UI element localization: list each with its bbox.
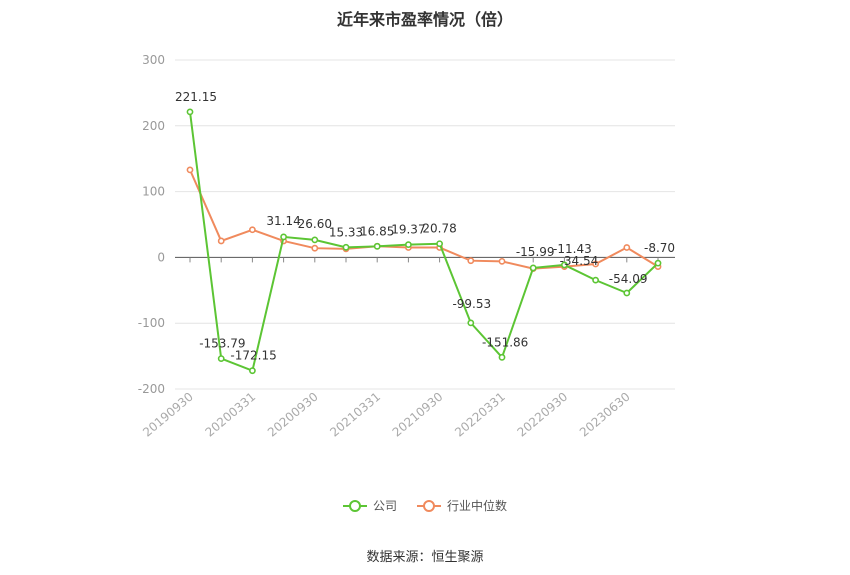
legend-line-marker <box>417 499 441 512</box>
data-point <box>280 233 287 241</box>
data-point <box>529 264 537 272</box>
data-label: -172.15 <box>230 349 276 363</box>
y-tick-label: -200 <box>138 382 165 396</box>
data-label: 15.33 <box>329 225 363 239</box>
x-tick-label: 20200930 <box>265 390 321 440</box>
y-tick-label: 0 <box>157 250 165 264</box>
data-source: 数据来源：恒生聚源 <box>366 550 484 565</box>
data-label: -8.70 <box>644 241 675 255</box>
data-label: -151.86 <box>482 335 528 349</box>
data-point <box>311 236 319 244</box>
x-tick-label: 20210331 <box>327 390 383 440</box>
legend-item-1[interactable]: 行业中位数 <box>417 497 507 514</box>
data-label: -99.53 <box>452 297 491 311</box>
data-point <box>311 244 319 252</box>
legend-label: 公司 <box>372 499 397 513</box>
data-point <box>561 261 568 269</box>
y-tick-label: 100 <box>142 185 165 199</box>
legend-line-marker <box>342 499 367 512</box>
data-point <box>592 260 599 268</box>
y-tick-label: 200 <box>142 119 165 133</box>
y-tick-label: 300 <box>142 53 165 67</box>
legend-label: 行业中位数 <box>447 499 508 513</box>
data-point <box>248 367 256 375</box>
data-label: -54.09 <box>609 272 648 286</box>
legend: 公司 行业中位数 <box>0 497 850 514</box>
data-label: -15.99 <box>516 245 555 259</box>
series-line-1 <box>189 169 659 270</box>
data-point <box>498 257 506 265</box>
legend-item-0[interactable]: 公司 <box>342 497 397 514</box>
data-point <box>217 237 225 245</box>
x-tick-label: 20200331 <box>203 390 259 440</box>
series-line-0 <box>189 111 659 373</box>
data-label: 19.37 <box>391 223 425 237</box>
data-point <box>404 241 412 249</box>
data-point <box>623 244 631 251</box>
data-label: -153.79 <box>199 337 245 351</box>
data-point <box>186 166 194 174</box>
x-tick-label: 20220331 <box>452 390 508 440</box>
data-point <box>342 243 350 251</box>
y-axis: 300 200 100 0 -100 -200 <box>138 53 165 396</box>
data-point <box>186 108 194 116</box>
data-point <box>623 289 631 297</box>
x-tick-label: 20230630 <box>577 390 633 440</box>
x-tick-label: 20220930 <box>515 390 571 440</box>
x-tick-label: 20190930 <box>140 390 196 440</box>
data-labels: 221.15 -153.79-172.15 31.1426.6015.3316.85… <box>175 90 675 363</box>
data-point <box>654 259 662 267</box>
data-label: -34.54 <box>560 254 599 268</box>
data-label: -11.43 <box>553 242 592 256</box>
y-tick-label: -100 <box>138 316 165 330</box>
grid <box>175 59 675 390</box>
data-label: 16.85 <box>360 224 394 238</box>
data-label: 221.15 <box>175 90 217 104</box>
data-point <box>248 226 256 234</box>
data-point <box>217 355 225 362</box>
data-label: 26.60 <box>298 217 332 231</box>
data-point <box>467 257 475 265</box>
data-label: 31.14 <box>266 214 300 228</box>
data-point <box>373 242 381 250</box>
data-point <box>498 353 506 361</box>
data-label: 20.78 <box>422 222 456 236</box>
data-point <box>436 240 443 248</box>
x-tick-label: 20210930 <box>390 390 446 440</box>
chart-title: 近年来市盈率情况（倍） <box>336 10 513 29</box>
data-point <box>467 319 475 327</box>
data-point <box>592 276 599 284</box>
series-layer <box>186 108 662 375</box>
